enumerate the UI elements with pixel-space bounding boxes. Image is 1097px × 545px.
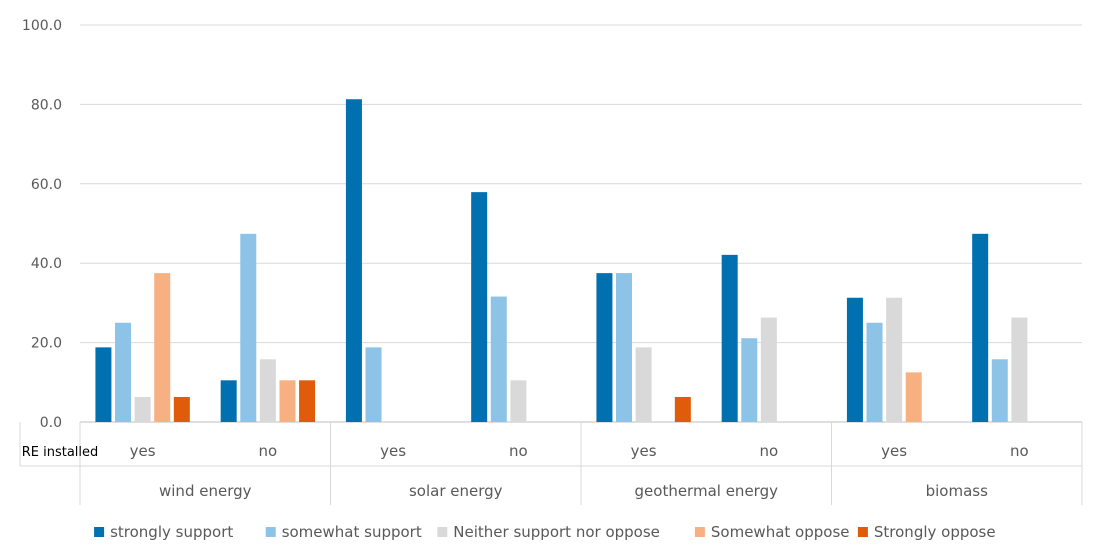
y-tick-label: 40.0: [31, 256, 62, 272]
group-label: biomass: [926, 482, 988, 500]
legend-swatch: [265, 527, 276, 537]
bar: [741, 338, 758, 422]
y-tick-label: 80.0: [31, 97, 62, 113]
bar: [905, 372, 922, 422]
bar: [134, 396, 151, 422]
category-label: no: [259, 442, 278, 460]
bar: [510, 380, 527, 422]
legend-label: strongly support: [110, 523, 233, 541]
bar: [760, 317, 777, 422]
category-label: no: [1010, 442, 1029, 460]
group-label: geothermal energy: [635, 482, 779, 500]
legend-label: Neither support nor oppose: [453, 523, 660, 541]
legend-label: Somewhat oppose: [711, 523, 850, 541]
legend-label: Strongly oppose: [874, 523, 996, 541]
bar: [345, 99, 362, 422]
bar: [490, 296, 507, 422]
row-axis-label: RE installed: [22, 445, 99, 460]
bar: [365, 347, 382, 422]
category-label: yes: [130, 442, 156, 460]
bar: [299, 380, 316, 422]
legend-swatch: [857, 527, 868, 537]
bar: [154, 273, 171, 422]
y-tick-label: 20.0: [31, 336, 62, 352]
bar: [240, 233, 257, 422]
bar: [471, 192, 488, 422]
bar: [866, 322, 883, 422]
legend-swatch: [437, 527, 448, 537]
legend-label: somewhat support: [282, 523, 422, 541]
group-label: solar energy: [409, 482, 503, 500]
bar: [220, 380, 237, 422]
category-label: yes: [380, 442, 406, 460]
bar: [972, 233, 989, 422]
category-label: no: [509, 442, 528, 460]
bar: [991, 359, 1008, 422]
y-tick-label: 60.0: [31, 177, 62, 193]
bar: [674, 396, 691, 422]
bar: [95, 347, 112, 422]
category-label: yes: [631, 442, 657, 460]
y-tick-label: 100.0: [22, 18, 62, 34]
group-label: wind energy: [159, 482, 252, 500]
bar: [115, 322, 132, 422]
bar: [259, 359, 276, 422]
category-label: yes: [881, 442, 907, 460]
y-tick-label: 0.0: [40, 415, 62, 431]
bar: [616, 273, 633, 422]
bar: [721, 254, 738, 422]
bar: [635, 347, 652, 422]
legend-swatch: [94, 527, 105, 537]
bar: [596, 273, 613, 422]
category-label: no: [760, 442, 779, 460]
bar: [1011, 317, 1028, 422]
legend-swatch: [694, 527, 705, 537]
bar: [886, 297, 903, 422]
bar: [279, 380, 296, 422]
bar: [173, 396, 190, 422]
bar: [846, 297, 863, 422]
